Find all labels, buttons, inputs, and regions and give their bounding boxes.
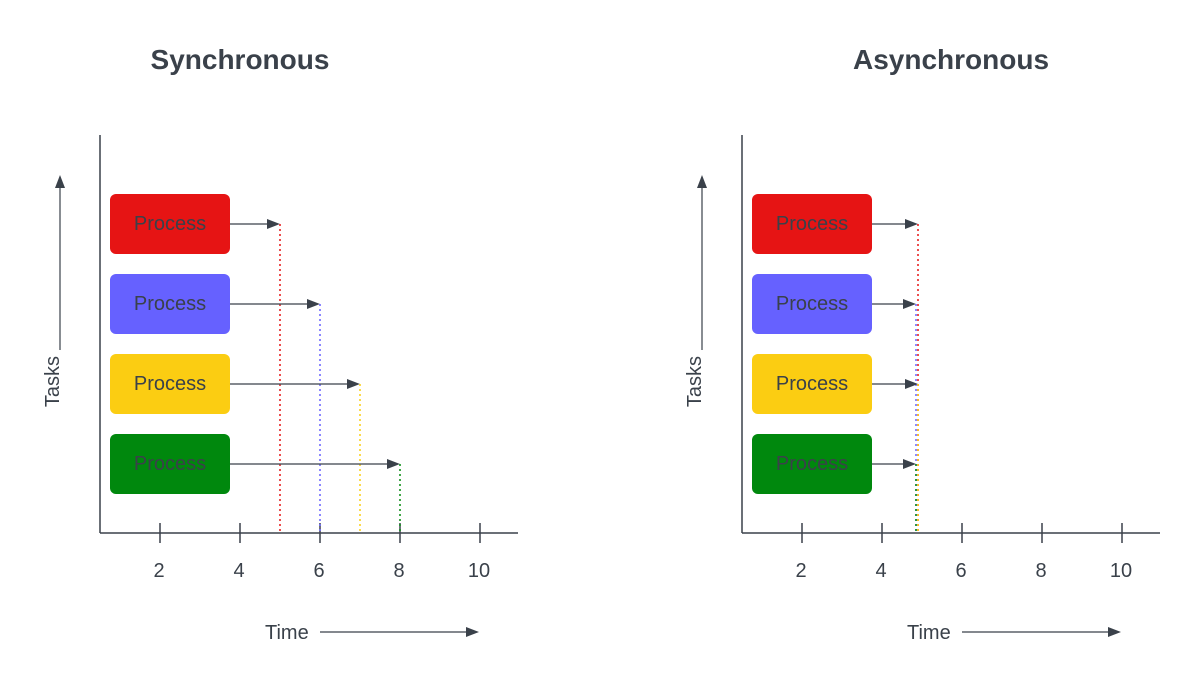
sync-process-box: Process xyxy=(110,434,230,494)
sync-process-arrow-head xyxy=(387,459,400,469)
sync-process-arrow-head xyxy=(307,299,320,309)
async-y-axis-label: Tasks xyxy=(684,355,707,408)
async-process-box: Process xyxy=(752,434,872,494)
sync-tick-label: 8 xyxy=(393,560,405,582)
async-process-arrow-head xyxy=(905,379,918,389)
sync-process-box: Process xyxy=(110,194,230,254)
async-tick-label: 2 xyxy=(795,560,807,582)
sync-tasks-arrow-head xyxy=(55,175,65,188)
sync-tick-label: 4 xyxy=(233,560,245,582)
async-process-arrow-head xyxy=(903,299,916,309)
sync-process-arrow-head xyxy=(347,379,360,389)
async-x-axis-label: Time xyxy=(907,622,951,644)
sync-tick-label: 6 xyxy=(313,560,325,582)
sync-process-box: Process xyxy=(110,274,230,334)
async-process-box: Process xyxy=(752,354,872,414)
sync-process-arrow-head xyxy=(267,219,280,229)
sync-process-box: Process xyxy=(110,354,230,414)
sync-tick-label: 10 xyxy=(467,560,491,582)
async-tick-label: 4 xyxy=(875,560,887,582)
sync-time-arrow-head xyxy=(466,627,479,637)
sync-y-axis-label: Tasks xyxy=(42,355,65,408)
async-process-box: Process xyxy=(752,274,872,334)
async-process-arrow-head xyxy=(905,219,918,229)
async-tasks-arrow-head xyxy=(697,175,707,188)
async-tick-label: 6 xyxy=(955,560,967,582)
async-process-box: Process xyxy=(752,194,872,254)
sync-tick-label: 2 xyxy=(153,560,165,582)
async-title: Asynchronous xyxy=(852,44,1050,75)
async-tick-label: 10 xyxy=(1109,560,1133,582)
async-time-arrow-head xyxy=(1108,627,1121,637)
sync-title: Synchronous xyxy=(150,44,330,75)
async-tick-label: 8 xyxy=(1035,560,1047,582)
async-process-arrow-head xyxy=(903,459,916,469)
sync-x-axis-label: Time xyxy=(265,622,309,644)
